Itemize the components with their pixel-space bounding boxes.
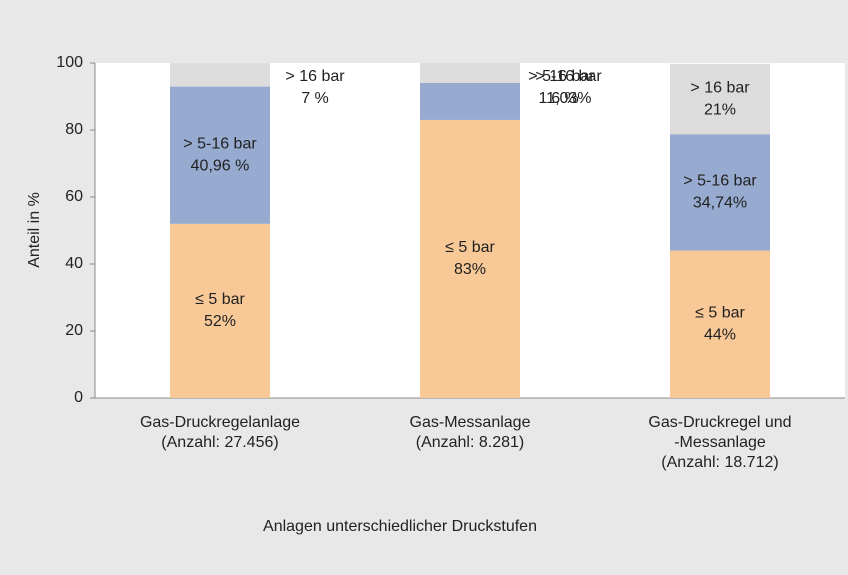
bar-segment [170,223,270,398]
y-tick-label: 100 [56,54,83,71]
y-tick-label: 0 [74,389,83,406]
y-tick-label: 60 [65,188,83,205]
data-label: 52% [204,313,236,330]
data-label: 83% [454,261,486,278]
x-tick-label: -Messanlage [674,434,766,451]
segment-name: ≤ 5 bar [695,305,745,322]
segment-name: > 5-16 bar [528,68,602,85]
y-tick-label: 80 [65,121,83,138]
y-tick-label: 40 [65,255,83,272]
bar-segment [420,62,520,83]
data-label: 11,03% [538,90,591,107]
x-tick-label: (Anzahl: 18.712) [661,454,778,471]
data-label: 6 % [551,90,579,107]
segment-name: > 16 bar [535,68,595,85]
data-label: 44% [704,327,736,344]
bar-segment [170,63,270,87]
segment-name: ≤ 5 bar [195,291,245,308]
bar-segment [670,63,770,135]
data-label: 34,74% [693,195,747,212]
bar-segment [170,86,270,224]
y-axis-label: Anteil in % [26,192,43,268]
bar-segment [420,119,520,398]
segment-name: > 5-16 bar [183,135,257,152]
segment-name: > 16 bar [285,68,345,85]
bar-segment [670,250,770,398]
data-label: 7 % [301,90,329,107]
segment-name: > 5-16 bar [683,173,757,190]
x-tick-label: (Anzahl: 27.456) [161,434,278,451]
segment-name: ≤ 5 bar [445,239,495,256]
x-tick-label: (Anzahl: 8.281) [416,434,525,451]
data-label: 40,96 % [191,157,250,174]
x-tick-label: Gas-Druckregel und [648,414,791,431]
x-axis-label: Anlagen unterschiedlicher Druckstufen [263,518,537,535]
bar-segment [420,82,520,120]
segment-name: > 16 bar [690,79,750,96]
y-tick-label: 20 [65,322,83,339]
x-tick-label: Gas-Druckregelanlage [140,414,300,431]
bar-segment [670,134,770,251]
data-label: 21% [704,101,736,118]
x-tick-label: Gas-Messanlage [410,414,531,431]
